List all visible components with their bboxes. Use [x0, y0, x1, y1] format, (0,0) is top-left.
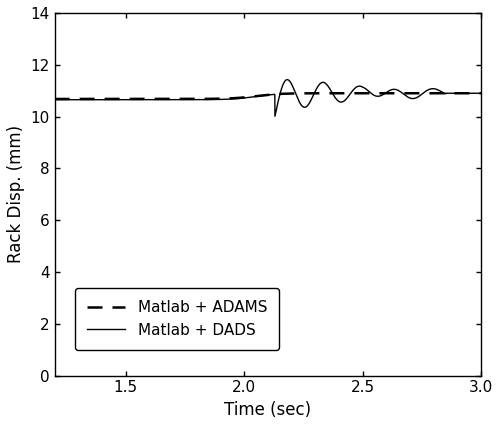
Matlab + DADS [234, 96, 239, 101]
Matlab + ADAMS [240, 95, 246, 100]
Matlab + ADAMS [344, 91, 350, 96]
Matlab + DADS [470, 91, 476, 96]
Legend: Matlab + ADAMS, Matlab + DADS: Matlab + ADAMS, Matlab + DADS [75, 288, 280, 350]
Matlab + DADS [100, 97, 106, 102]
X-axis label: Time (sec): Time (sec) [224, 401, 312, 419]
Matlab + ADAMS [478, 91, 484, 96]
Line: Matlab + ADAMS: Matlab + ADAMS [54, 93, 481, 99]
Matlab + ADAMS [95, 96, 101, 101]
Matlab + DADS [126, 97, 132, 102]
Matlab + DADS [52, 97, 58, 102]
Matlab + DADS [215, 97, 221, 102]
Matlab + DADS [284, 77, 290, 82]
Matlab + DADS [424, 88, 430, 93]
Matlab + DADS [272, 114, 278, 119]
Line: Matlab + DADS: Matlab + DADS [54, 80, 481, 116]
Matlab + ADAMS [52, 96, 58, 101]
Matlab + ADAMS [384, 91, 390, 96]
Y-axis label: Rack Disp. (mm): Rack Disp. (mm) [7, 125, 25, 263]
Matlab + DADS [478, 91, 484, 96]
Matlab + ADAMS [392, 91, 398, 96]
Matlab + ADAMS [224, 96, 230, 101]
